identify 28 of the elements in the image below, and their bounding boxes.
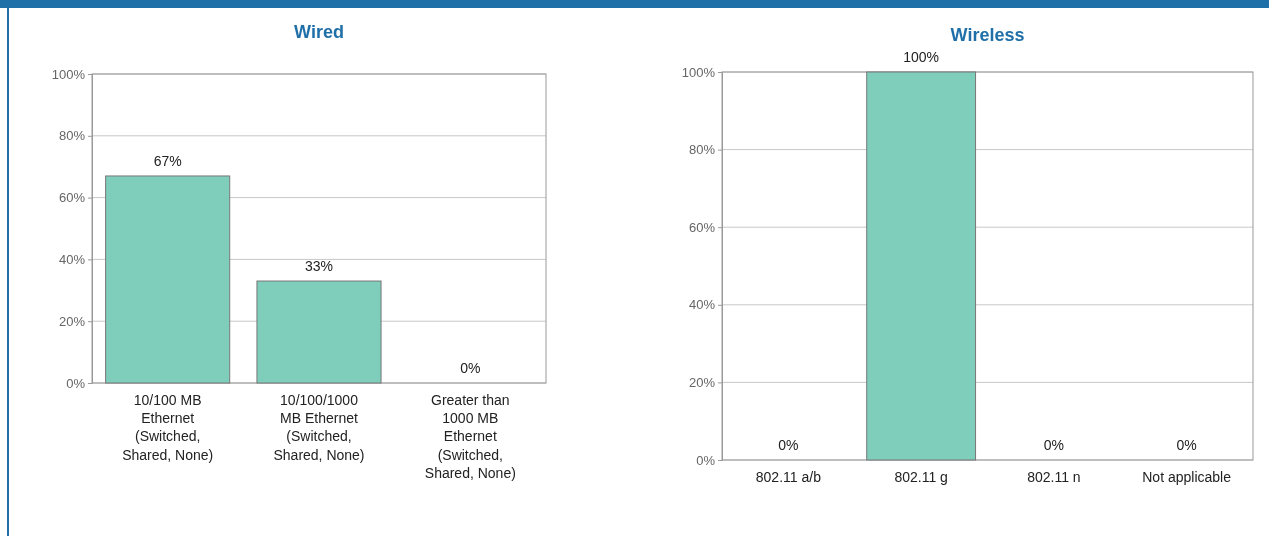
data-label: 33% (304, 258, 334, 275)
y-tick-label: 40% (688, 297, 716, 313)
x-tick-label: 10/100 MB Ethernet (Switched, Shared, None) (122, 392, 214, 463)
y-tick-label: 20% (58, 313, 86, 329)
chart-title: Wired (294, 22, 344, 42)
y-tick-label: 20% (688, 375, 716, 391)
x-tick-label: 802.11 n (1027, 469, 1081, 485)
y-tick-label: 0% (66, 375, 86, 391)
data-label: 100% (903, 49, 940, 65)
x-tick-label: 802.11 g (894, 469, 948, 485)
x-tick-label: 10/100/1000 MB Ethernet (Switched, Shared, None) (273, 392, 365, 463)
y-tick-label: 60% (58, 190, 86, 206)
data-label: 0% (1043, 437, 1064, 453)
data-label: 67% (153, 152, 182, 169)
data-label: 0% (778, 437, 799, 453)
data-label: 0% (1176, 437, 1197, 453)
x-tick-label: 802.11 a/b (755, 469, 822, 485)
x-tick-label: Not applicable (1142, 469, 1232, 485)
data-label: 0% (460, 360, 481, 376)
chart-title: Wireless (950, 25, 1025, 45)
y-tick-label: 80% (58, 128, 86, 144)
x-tick-label: Greater than 1000 MB Ethernet (Switched, Shared, None) (424, 392, 516, 481)
y-tick-label: 0% (696, 452, 716, 468)
y-tick-label: 100% (51, 66, 86, 82)
y-tick-label: 100% (681, 64, 716, 80)
y-tick-label: 60% (688, 219, 716, 235)
y-tick-label: 40% (58, 252, 86, 268)
y-tick-label: 80% (688, 142, 716, 158)
